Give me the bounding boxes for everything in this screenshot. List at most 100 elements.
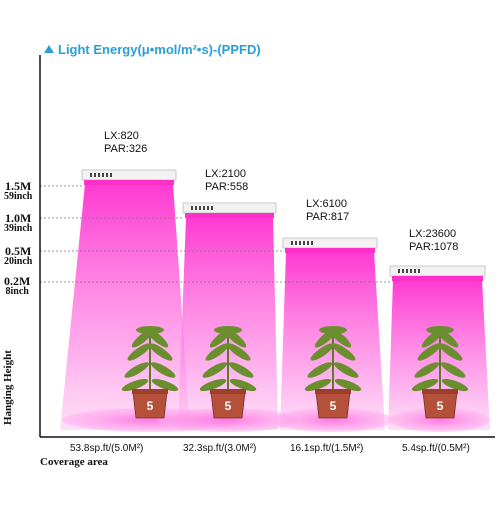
lamp-vent-2-3 — [199, 206, 201, 210]
plant-pot-rim-4 — [422, 389, 458, 394]
lamp-led-panel-4 — [392, 276, 483, 281]
height-label-2-m: 1.0M — [5, 211, 32, 225]
grow-lamp-4 — [389, 265, 486, 281]
plant-leaf-2-8 — [199, 378, 227, 392]
plant-leaf-1-2 — [150, 362, 176, 378]
plant-leaf-3-7 — [319, 326, 347, 334]
lamp-vent-1-6 — [110, 173, 112, 177]
lamp-vent-3-4 — [303, 241, 305, 245]
readout-2-lx: LX:2100 — [205, 168, 246, 180]
plant-leaf-3-8 — [304, 378, 332, 392]
plant-pot-rim-2 — [210, 389, 246, 394]
lamp-vent-2-2 — [195, 206, 197, 210]
plant-leaf-2-2 — [228, 362, 254, 378]
plant-leaf-3-1 — [307, 362, 333, 378]
coverage-label-3: 16.1sp.ft/(1.5M²) — [290, 443, 364, 454]
lamp-vent-1-1 — [90, 173, 92, 177]
plant-leaf-2-9 — [229, 378, 257, 392]
height-label-2-inch: 39inch — [4, 223, 33, 234]
coverage-label-1: 53.8sp.ft/(5.0M²) — [70, 443, 144, 454]
plant-leaf-1-3 — [127, 343, 151, 361]
plant-leaf-2-7 — [214, 326, 242, 334]
coverage-label-4: 5.4sp.ft/(0.5M²) — [402, 443, 470, 454]
plant-leaf-4-3 — [417, 343, 441, 361]
height-label-3: 0.5M 20inch — [4, 245, 32, 267]
lamp-vent-3-3 — [299, 241, 301, 245]
lamp-led-panel-2 — [185, 213, 274, 218]
lamp-vent-3-1 — [291, 241, 293, 245]
coverage-ellipse-4 — [390, 408, 490, 432]
readout-3-lx: LX:6100 — [306, 198, 347, 210]
lamp-vent-2-1 — [191, 206, 193, 210]
lamp-vent-1-5 — [106, 173, 108, 177]
lamp-housing-4 — [389, 265, 486, 277]
plant-leaf-1-7 — [136, 326, 164, 334]
height-label-4: 0.2M 8inch — [4, 275, 30, 297]
readout-1-lx: LX:820 — [104, 130, 139, 142]
lamp-vent-3-6 — [311, 241, 313, 245]
plant-leaf-4-1 — [414, 362, 440, 378]
light-beam-1 — [60, 184, 190, 430]
chart-title: Light Energy(μ•mol/m²•s)-(PPFD) — [58, 42, 261, 57]
pot-number-2: 5 — [225, 399, 232, 413]
plant-leaf-2-3 — [205, 343, 229, 361]
readout-4-lx: LX:23600 — [409, 228, 457, 240]
plant-leaf-1-9 — [151, 378, 179, 392]
pot-number-1: 5 — [147, 399, 154, 413]
plant-leaf-3-9 — [334, 378, 362, 392]
readout-1: LX:820 PAR:326 — [104, 130, 147, 156]
lamp-housing-1 — [81, 169, 177, 181]
readout-3-par: PAR:817 — [306, 211, 350, 223]
grow-lamp-3 — [282, 237, 378, 253]
plant-leaf-4-9 — [441, 378, 469, 392]
plant-pot-rim-1 — [132, 389, 168, 394]
lamp-vent-4-2 — [402, 269, 404, 273]
lamp-vent-4-4 — [410, 269, 412, 273]
lamp-vent-4-5 — [414, 269, 416, 273]
plant-leaf-4-2 — [440, 362, 466, 378]
readout-2: LX:2100 PAR:558 — [205, 168, 248, 194]
height-label-3-inch: 20inch — [4, 256, 33, 267]
lamp-vent-3-2 — [295, 241, 297, 245]
plant-leaf-1-4 — [149, 343, 173, 361]
grow-lamp-2 — [182, 202, 277, 218]
lamp-led-panel-3 — [285, 248, 375, 253]
potted-plant-1: 5 — [121, 326, 179, 419]
height-label-1-m: 1.5M — [5, 179, 32, 193]
potted-plant-4: 5 — [411, 326, 469, 419]
coverage-area-title: Coverage area — [40, 456, 108, 468]
potted-plant-3: 5 — [304, 326, 362, 419]
plant-pot-rim-3 — [315, 389, 351, 394]
lamp-led-panel-1 — [84, 180, 174, 185]
plant-leaf-1-1 — [124, 362, 150, 378]
readout-2-par: PAR:558 — [205, 181, 249, 193]
lamp-vent-1-2 — [94, 173, 96, 177]
hanging-height-title: Hanging Height — [2, 350, 14, 425]
plant-leaf-4-7 — [426, 326, 454, 334]
pot-number-4: 5 — [437, 399, 444, 413]
plant-leaf-2-1 — [202, 362, 228, 378]
lamp-vent-2-4 — [203, 206, 205, 210]
title-arrow-icon — [44, 45, 54, 53]
readout-4-par: PAR:1078 — [409, 241, 459, 253]
height-label-1: 1.5M 59inch — [4, 180, 32, 202]
coverage-ellipse-3 — [273, 408, 393, 432]
readout-1-par: PAR:326 — [104, 143, 148, 155]
lamp-vent-1-4 — [102, 173, 104, 177]
readout-3: LX:6100 PAR:817 — [306, 198, 349, 224]
lamp-vent-4-1 — [398, 269, 400, 273]
lamp-vent-4-3 — [406, 269, 408, 273]
plant-leaf-2-4 — [227, 343, 251, 361]
pot-number-3: 5 — [330, 399, 337, 413]
coverage-label-2: 32.3sp.ft/(3.0M²) — [183, 443, 257, 454]
lamp-housing-3 — [282, 237, 378, 249]
height-label-3-m: 0.5M — [5, 244, 32, 258]
potted-plant-2: 5 — [199, 326, 257, 419]
lamp-vent-4-6 — [418, 269, 420, 273]
plant-leaf-4-8 — [411, 378, 439, 392]
plant-leaf-3-4 — [332, 343, 356, 361]
plant-leaf-3-3 — [310, 343, 334, 361]
height-label-2: 1.0M 39inch — [4, 212, 32, 234]
